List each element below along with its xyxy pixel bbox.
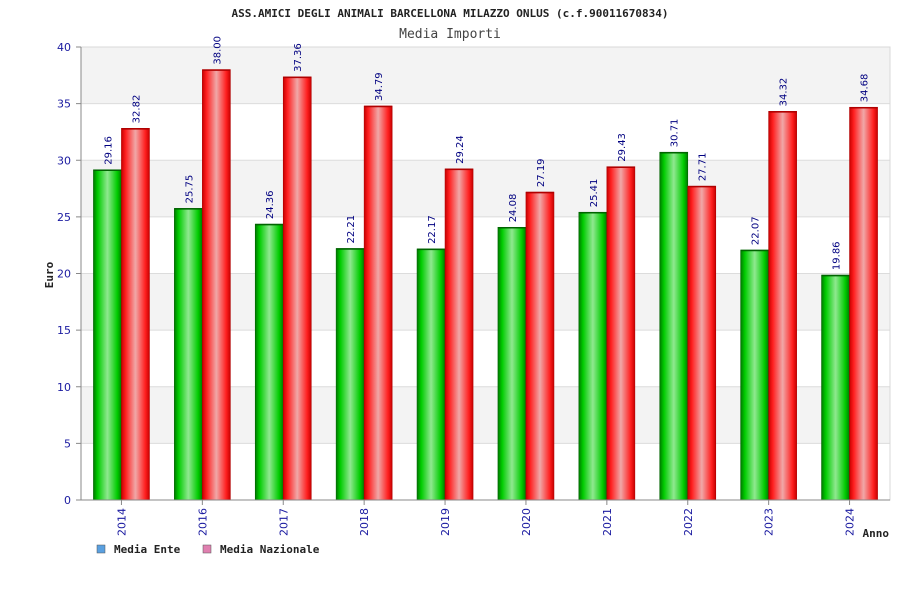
y-tick-label: 10 — [57, 381, 71, 394]
bar-media-nazionale-2018 — [363, 105, 393, 501]
y-tick-label: 40 — [57, 41, 71, 54]
chart-title: ASS.AMICI DEGLI ANIMALI BARCELLONA MILAZ… — [231, 7, 668, 20]
bar-media-nazionale-2023 — [768, 111, 797, 501]
bar-media-nazionale-2024 — [849, 106, 878, 501]
data-label: 27.71 — [698, 153, 709, 182]
x-tick-label: 2017 — [277, 508, 290, 536]
y-tick-label: 35 — [57, 98, 71, 111]
bar-media-ente-2020 — [497, 226, 527, 501]
data-label: 25.75 — [184, 175, 195, 204]
bar-media-ente-2024 — [821, 274, 850, 501]
data-label: 34.79 — [374, 72, 385, 101]
bar-media-nazionale-2014 — [121, 128, 150, 501]
legend-label-media-ente: Media Ente — [114, 543, 181, 556]
bar-media-ente-2021 — [578, 211, 608, 501]
data-labels: 29.16 32.82 25.75 38.00 24.36 37.36 22.21 34.79… — [103, 36, 870, 270]
legend-swatch-media-ente — [96, 544, 106, 554]
bar-media-nazionale-2022 — [687, 185, 717, 501]
x-tick-label: 2019 — [439, 508, 452, 536]
bars — [93, 69, 878, 501]
y-tick-label: 15 — [57, 324, 71, 337]
data-label: 24.08 — [508, 194, 519, 223]
bar-media-ente-2023 — [740, 249, 769, 501]
legend-swatch-media-nazionale — [202, 544, 212, 554]
legend: Media Ente Media Nazionale — [96, 543, 320, 556]
bar-media-nazionale-2019 — [444, 168, 474, 501]
data-label: 32.82 — [131, 95, 142, 124]
data-label: 25.41 — [589, 179, 600, 208]
legend-label-media-nazionale: Media Nazionale — [220, 543, 320, 556]
x-axis-label: Anno — [863, 527, 890, 540]
data-label: 19.86 — [832, 241, 843, 270]
data-label: 34.68 — [860, 74, 871, 103]
bar-media-ente-2022 — [659, 151, 689, 501]
data-label: 24.36 — [265, 190, 276, 219]
y-tick-label: 5 — [64, 437, 71, 450]
bar-media-nazionale-2020 — [525, 191, 555, 501]
x-tick-label: 2023 — [763, 508, 776, 536]
data-label: 34.32 — [779, 78, 790, 107]
y-tick-label: 0 — [64, 494, 71, 507]
x-tick-label: 2020 — [520, 508, 533, 536]
y-axis-ticks: 0 5 10 15 20 25 30 35 40 — [57, 41, 81, 507]
data-label: 29.24 — [455, 135, 466, 164]
bar-media-ente-2019 — [416, 248, 446, 501]
x-tick-label: 2018 — [358, 508, 371, 536]
bar-media-nazionale-2021 — [606, 166, 636, 501]
data-label: 29.43 — [617, 133, 628, 162]
x-axis-ticks: 2014 2016 2017 2018 2019 2020 2021 2022 2023 2024 — [115, 500, 857, 536]
data-label: 27.19 — [536, 158, 547, 187]
x-tick-label: 2024 — [844, 508, 857, 536]
data-label: 29.16 — [103, 136, 114, 165]
y-tick-label: 25 — [57, 211, 71, 224]
data-label: 38.00 — [212, 36, 223, 65]
x-tick-label: 2021 — [601, 508, 614, 536]
x-tick-label: 2022 — [682, 508, 695, 536]
data-label: 37.36 — [293, 43, 304, 72]
bar-media-ente-2018 — [335, 248, 365, 501]
bar-media-nazionale-2016 — [202, 69, 231, 501]
data-label: 30.71 — [670, 119, 681, 148]
x-tick-label: 2016 — [196, 508, 209, 536]
data-label: 22.21 — [346, 215, 357, 244]
bar-media-ente-2014 — [93, 169, 122, 501]
chart-subtitle: Media Importi — [399, 27, 501, 42]
y-axis-label: Euro — [43, 261, 56, 288]
y-tick-label: 20 — [57, 268, 71, 281]
bar-media-nazionale-2017 — [282, 76, 312, 501]
y-tick-label: 30 — [57, 154, 71, 167]
x-tick-label: 2014 — [115, 508, 128, 536]
bar-media-ente-2017 — [254, 223, 284, 501]
data-label: 22.07 — [751, 216, 762, 245]
bar-media-ente-2016 — [174, 208, 203, 501]
data-label: 22.17 — [427, 215, 438, 244]
